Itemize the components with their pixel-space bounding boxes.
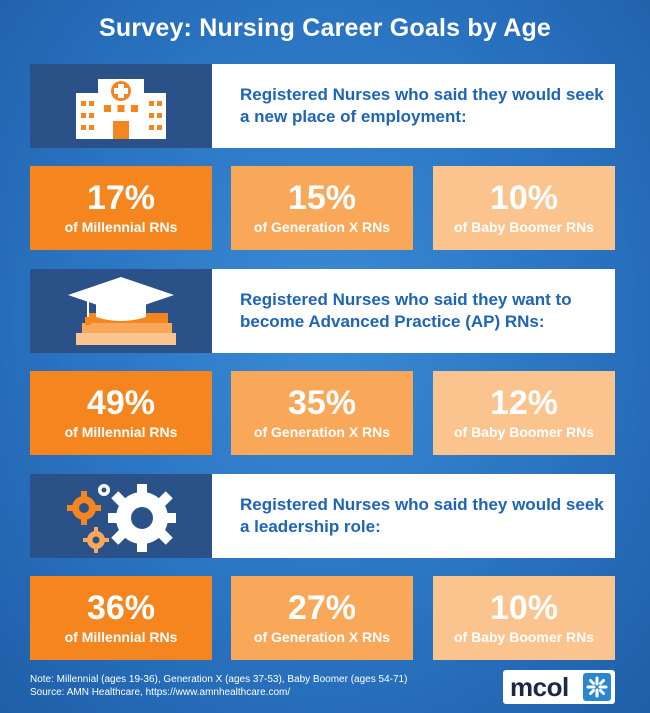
footnote: Note: Millennial (ages 19-36), Generatio… bbox=[30, 673, 407, 699]
stat-percent: 12% bbox=[489, 384, 559, 422]
mcol-logo: mcol bbox=[503, 670, 615, 704]
stat-percent: 36% bbox=[86, 589, 156, 627]
question-text: Registered Nurses who said they want to … bbox=[240, 290, 572, 331]
footnote-note: Note: Millennial (ages 19-36), Generatio… bbox=[30, 674, 408, 685]
stat-group: of Millennial RNs bbox=[64, 424, 178, 440]
stat-cell: 49% of Millennial RNs bbox=[30, 371, 212, 455]
stat-percent: 17% bbox=[86, 179, 156, 217]
stat-group: of Baby Boomer RNs bbox=[453, 219, 595, 235]
stat-row: 17% of Millennial RNs 15% of Generation … bbox=[30, 166, 615, 250]
footnote-source: Source: AMN Healthcare, https://www.amnh… bbox=[30, 687, 291, 698]
question-panel: Registered Nurses who said they want to … bbox=[212, 269, 615, 353]
stat-group: of Generation X RNs bbox=[253, 424, 391, 440]
stat-group: of Generation X RNs bbox=[253, 219, 391, 235]
stat-cell: 12% of Baby Boomer RNs bbox=[433, 371, 615, 455]
stat-percent: 35% bbox=[287, 384, 357, 422]
stat-group: of Generation X RNs bbox=[253, 629, 391, 645]
stat-group: of Millennial RNs bbox=[64, 629, 178, 645]
stat-cell: 10% of Baby Boomer RNs bbox=[433, 166, 615, 250]
stat-percent: 15% bbox=[287, 179, 357, 217]
question-row: Registered Nurses who said they want to … bbox=[30, 269, 615, 353]
stat-cell: 10% of Baby Boomer RNs bbox=[433, 576, 615, 660]
stat-row: 36% of Millennial RNs 27% of Generation … bbox=[30, 576, 615, 660]
icon-panel bbox=[30, 269, 212, 353]
gears-icon bbox=[67, 484, 176, 553]
stat-percent: 49% bbox=[86, 384, 156, 422]
stat-cell: 15% of Generation X RNs bbox=[231, 166, 413, 250]
stat-group: of Millennial RNs bbox=[64, 219, 178, 235]
question-text: Registered Nurses who said they would se… bbox=[240, 495, 604, 536]
question-panel: Registered Nurses who said they would se… bbox=[212, 474, 615, 558]
stat-group: of Baby Boomer RNs bbox=[453, 629, 595, 645]
stat-cell: 17% of Millennial RNs bbox=[30, 166, 212, 250]
question-row: Registered Nurses who said they would se… bbox=[30, 64, 615, 148]
logo-text: mcol bbox=[510, 671, 569, 702]
stat-cell: 36% of Millennial RNs bbox=[30, 576, 212, 660]
icon-panel bbox=[30, 474, 212, 558]
stat-cell: 27% of Generation X RNs bbox=[231, 576, 413, 660]
graduation-cap-icon bbox=[68, 277, 176, 345]
question-row: Registered Nurses who said they would se… bbox=[30, 474, 615, 558]
stat-percent: 10% bbox=[489, 589, 559, 627]
page-title: Survey: Nursing Career Goals by Age bbox=[98, 14, 552, 42]
stat-group: of Baby Boomer RNs bbox=[453, 424, 595, 440]
icon-panel bbox=[30, 64, 212, 148]
question-text: Registered Nurses who said they would se… bbox=[240, 85, 604, 126]
mcol-logo-icon bbox=[583, 673, 611, 701]
stat-percent: 27% bbox=[287, 589, 357, 627]
question-panel: Registered Nurses who said they would se… bbox=[212, 64, 615, 148]
hospital-icon bbox=[76, 79, 166, 139]
stat-cell: 35% of Generation X RNs bbox=[231, 371, 413, 455]
stat-row: 49% of Millennial RNs 35% of Generation … bbox=[30, 371, 615, 455]
stat-percent: 10% bbox=[489, 179, 559, 217]
